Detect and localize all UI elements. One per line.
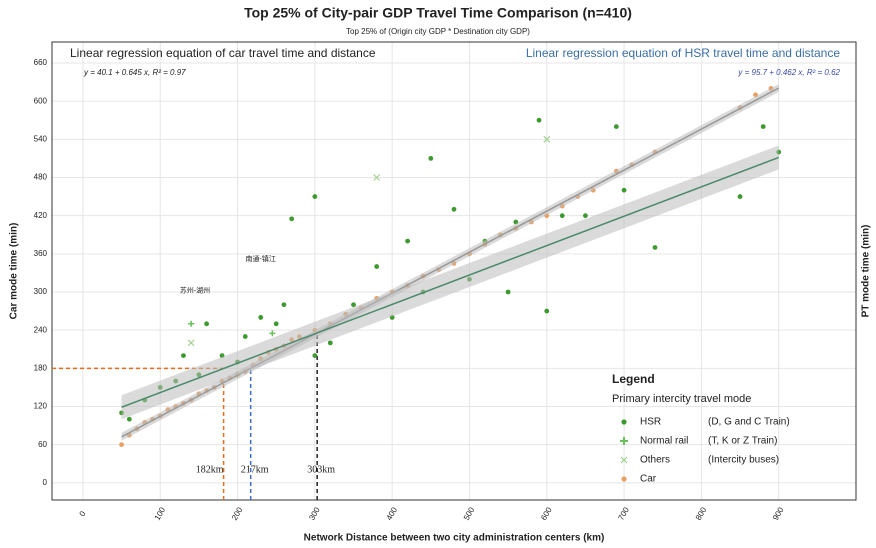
legend-description: (T, K or Z Train) — [708, 436, 777, 447]
y-tick-label: 540 — [34, 134, 48, 143]
legend-title: Legend — [612, 372, 655, 386]
point-label: 南通-镇江 — [246, 254, 276, 263]
reference-label: 182km — [196, 464, 224, 475]
x-tick-label: 900 — [771, 505, 786, 522]
scatter-point — [405, 238, 411, 244]
regression-equation: y = 95.7 + 0.462 x, R² = 0.62 — [737, 68, 840, 77]
y-tick-label: 180 — [34, 363, 48, 372]
x-axis-label: Network Distance between two city admini… — [304, 533, 605, 544]
y-tick-label: 0 — [43, 478, 48, 487]
scatter-point — [126, 416, 132, 422]
legend-label: Others — [640, 455, 670, 466]
scatter-point — [188, 320, 195, 327]
x-tick-label: 200 — [230, 505, 245, 522]
y-tick-label: 300 — [34, 287, 48, 296]
regression-heading: Linear regression equation of car travel… — [70, 46, 376, 60]
scatter-point — [258, 315, 264, 320]
regression-line — [121, 156, 779, 408]
legend-marker — [620, 456, 628, 464]
y-tick-label: 60 — [38, 440, 47, 449]
scatter-point — [273, 321, 279, 327]
legend-subtitle: Primary intercity travel mode — [612, 393, 751, 405]
y-tick-label: 360 — [34, 249, 48, 258]
scatter-point — [181, 353, 186, 359]
scatter-point — [312, 194, 318, 199]
legend-marker — [620, 437, 628, 445]
regression-equation: y = 40.1 + 0.645 x, R² = 0.97 — [83, 68, 186, 77]
scatter-point — [119, 442, 124, 448]
scatter-point — [559, 213, 565, 219]
legend-label: Normal rail — [640, 436, 688, 447]
scatter-point — [428, 156, 434, 161]
scatter-point — [374, 264, 380, 269]
regression-heading: Linear regression equation of HSR travel… — [526, 46, 841, 60]
scatter-point — [652, 245, 658, 250]
scatter-point — [373, 174, 381, 181]
x-tick-label: 700 — [617, 505, 632, 522]
scatter-point — [351, 302, 356, 308]
y2-axis-label: PT mode time (min) — [861, 225, 872, 318]
legend-label: HSR — [640, 417, 661, 428]
legend-label: Car — [640, 474, 657, 485]
x-tick-label: 0 — [78, 509, 88, 518]
point-label: 苏州-湖州 — [180, 286, 210, 295]
y-tick-label: 600 — [34, 96, 48, 105]
scatter-point — [737, 194, 743, 199]
scatter-point — [281, 302, 287, 308]
y-tick-label: 660 — [34, 58, 48, 67]
legend-marker — [621, 419, 627, 425]
legend-marker — [621, 476, 627, 482]
reference-label: 217km — [241, 464, 269, 475]
scatter-point — [544, 308, 550, 314]
scatter-point — [312, 353, 318, 359]
scatter-point — [760, 124, 766, 130]
scatter-point — [543, 135, 551, 143]
x-tick-label: 400 — [385, 505, 400, 522]
scatter-point — [204, 321, 210, 327]
y-tick-label: 120 — [34, 402, 48, 411]
scatter-point — [289, 216, 295, 222]
x-tick-label: 500 — [462, 505, 477, 522]
chart-title: Top 25% of City-pair GDP Travel Time Com… — [244, 5, 632, 21]
y-tick-label: 240 — [34, 325, 48, 334]
regression-line — [121, 87, 780, 438]
reference-label: 303km — [307, 464, 335, 475]
scatter-point — [613, 124, 619, 130]
scatter-point — [451, 206, 457, 212]
x-tick-label: 600 — [539, 505, 554, 522]
scatter-point — [327, 340, 333, 346]
scatter-point — [269, 330, 276, 337]
x-tick-label: 100 — [153, 505, 168, 522]
x-tick-label: 800 — [694, 505, 709, 522]
y-tick-label: 420 — [34, 211, 48, 220]
plot-frame — [51, 41, 857, 501]
scatter-point — [536, 117, 542, 123]
scatter-point — [583, 213, 588, 219]
scatter-point — [505, 289, 511, 295]
x-tick-label: 300 — [307, 505, 322, 522]
scatter-point — [242, 334, 248, 339]
scatter-point — [621, 187, 627, 193]
legend-description: (D, G and C Train) — [708, 417, 790, 428]
legend-description: (Intercity buses) — [708, 455, 779, 466]
chart-subtitle: Top 25% of (Origin city GDP * Destinatio… — [346, 27, 530, 36]
scatter-point — [187, 339, 195, 347]
y-axis-label: Car mode time (min) — [9, 223, 20, 320]
y-tick-label: 480 — [34, 173, 48, 182]
